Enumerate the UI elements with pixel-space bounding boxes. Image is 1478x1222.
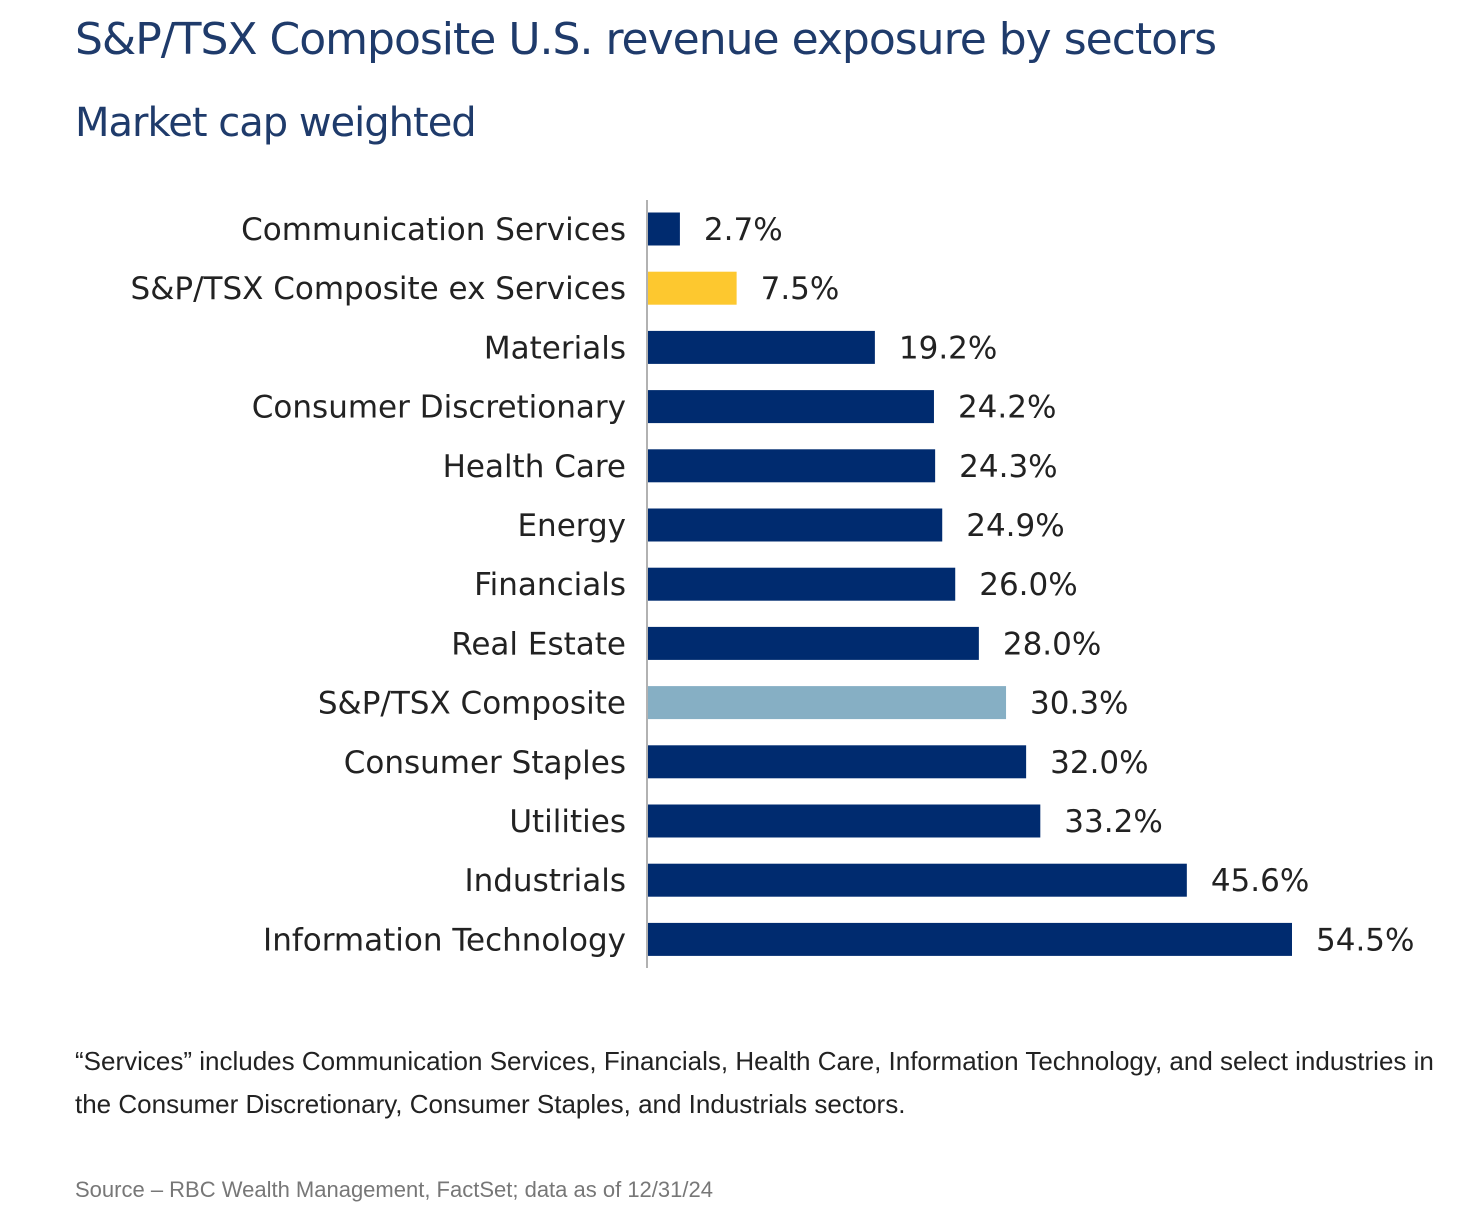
data-label: 7.5%	[761, 271, 840, 307]
data-label: 32.0%	[1050, 745, 1148, 781]
bar	[648, 567, 956, 601]
chart-title: S&P/TSX Composite U.S. revenue exposure …	[75, 14, 1217, 65]
category-label: Materials	[484, 330, 626, 366]
bar	[648, 686, 1007, 720]
bar	[648, 271, 737, 305]
category-label: Energy	[517, 508, 626, 544]
category-label: Communication Services	[241, 212, 626, 248]
category-label: Health Care	[443, 449, 626, 485]
data-label: 19.2%	[899, 330, 997, 366]
data-label: 24.2%	[958, 390, 1056, 426]
data-label: 33.2%	[1064, 804, 1162, 840]
footnote: “Services” includes Communication Servic…	[75, 1046, 1434, 1119]
bar-chart: Communication Services 2.7% S&P/TSX Compos…	[131, 200, 1414, 968]
data-label: 24.3%	[959, 449, 1057, 485]
data-label: 2.7%	[704, 212, 783, 248]
bar	[648, 508, 943, 542]
bar	[648, 922, 1292, 956]
category-label: Consumer Staples	[344, 745, 626, 781]
category-label: Consumer Discretionary	[252, 390, 626, 426]
bar	[648, 863, 1187, 897]
chart-subtitle: Market cap weighted	[75, 100, 477, 146]
bar	[648, 626, 979, 660]
bar	[648, 449, 936, 483]
bar	[648, 390, 934, 424]
category-label: S&P/TSX Composite	[318, 686, 626, 722]
bar	[648, 804, 1041, 838]
category-label: Real Estate	[451, 626, 626, 662]
data-label: 28.0%	[1003, 626, 1101, 662]
category-label: S&P/TSX Composite ex Services	[131, 271, 626, 307]
bar	[648, 212, 680, 246]
category-label: Utilities	[509, 804, 626, 840]
category-label: Information Technology	[263, 922, 626, 958]
bar	[648, 745, 1027, 779]
bar	[648, 330, 875, 364]
data-label: 54.5%	[1316, 922, 1414, 958]
data-label: 26.0%	[979, 567, 1077, 603]
category-label: Financials	[474, 567, 626, 603]
source-note: Source – RBC Wealth Management, FactSet;…	[75, 1177, 713, 1202]
category-label: Industrials	[464, 863, 626, 899]
data-label: 45.6%	[1211, 863, 1309, 899]
data-label: 24.9%	[966, 508, 1064, 544]
data-label: 30.3%	[1030, 686, 1128, 722]
